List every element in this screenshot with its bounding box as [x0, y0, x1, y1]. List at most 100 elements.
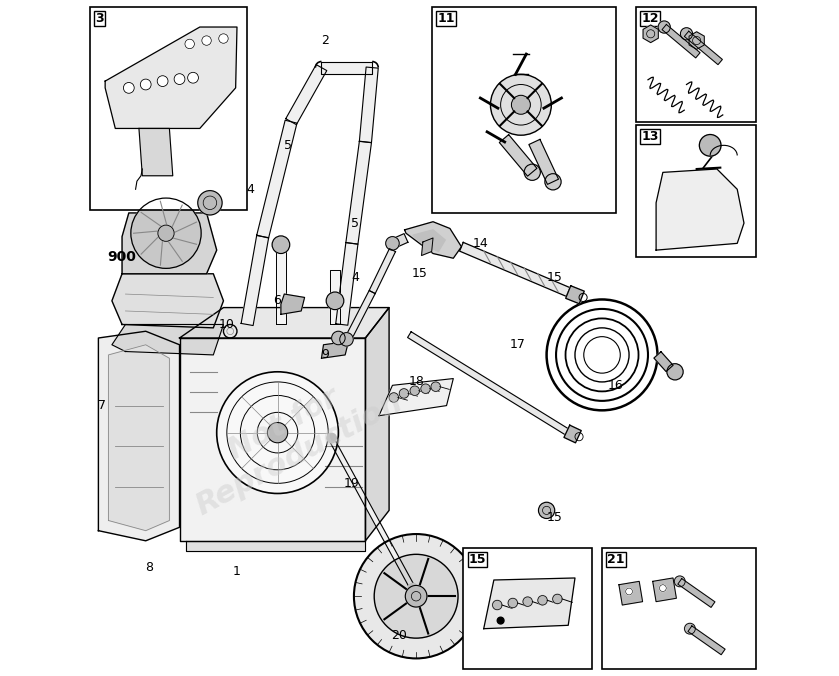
Polygon shape: [286, 65, 326, 124]
Bar: [636, 7, 756, 122]
Text: 3: 3: [95, 12, 104, 25]
Circle shape: [553, 594, 562, 604]
Bar: [463, 548, 591, 669]
Circle shape: [408, 583, 418, 593]
Circle shape: [272, 236, 289, 254]
Circle shape: [158, 225, 175, 241]
Circle shape: [410, 386, 420, 395]
Polygon shape: [180, 338, 366, 541]
Bar: [90, 7, 248, 210]
Polygon shape: [460, 243, 570, 296]
Circle shape: [268, 422, 288, 443]
Circle shape: [202, 36, 211, 45]
Polygon shape: [329, 438, 415, 589]
Circle shape: [216, 372, 338, 493]
Circle shape: [326, 292, 344, 310]
Circle shape: [131, 198, 201, 268]
Polygon shape: [656, 169, 744, 250]
Circle shape: [680, 28, 693, 40]
Polygon shape: [653, 578, 676, 602]
Text: 15: 15: [469, 553, 487, 566]
Text: 4: 4: [247, 183, 254, 196]
Polygon shape: [359, 67, 378, 143]
Polygon shape: [366, 308, 389, 541]
Circle shape: [140, 79, 151, 90]
Polygon shape: [331, 270, 340, 324]
Polygon shape: [619, 581, 643, 605]
Circle shape: [405, 585, 427, 607]
Circle shape: [675, 576, 685, 587]
Polygon shape: [565, 286, 584, 304]
Circle shape: [219, 34, 228, 43]
Circle shape: [512, 95, 530, 114]
Polygon shape: [139, 128, 173, 176]
Circle shape: [539, 502, 555, 518]
Polygon shape: [413, 230, 446, 251]
Polygon shape: [564, 425, 581, 443]
Polygon shape: [529, 139, 559, 185]
Circle shape: [185, 39, 195, 49]
Polygon shape: [346, 291, 375, 339]
Polygon shape: [688, 626, 725, 655]
Circle shape: [340, 333, 353, 346]
Polygon shape: [257, 120, 297, 238]
Circle shape: [198, 191, 222, 215]
Polygon shape: [180, 308, 389, 338]
Circle shape: [354, 534, 478, 658]
Text: 12: 12: [641, 12, 659, 25]
Text: 11: 11: [437, 12, 455, 25]
Text: 5: 5: [352, 216, 359, 230]
Circle shape: [658, 21, 670, 33]
Polygon shape: [408, 332, 570, 435]
Text: 2: 2: [321, 34, 329, 47]
Circle shape: [685, 623, 696, 634]
Circle shape: [421, 384, 430, 393]
Text: 1: 1: [233, 564, 241, 578]
Circle shape: [399, 389, 409, 398]
Text: 4: 4: [352, 270, 359, 284]
Circle shape: [386, 237, 399, 250]
Polygon shape: [392, 234, 408, 247]
Circle shape: [498, 617, 504, 624]
Text: 14: 14: [472, 237, 488, 250]
Circle shape: [659, 585, 666, 592]
Polygon shape: [404, 222, 461, 258]
Text: 17: 17: [509, 338, 525, 352]
Circle shape: [524, 164, 540, 180]
Circle shape: [538, 596, 547, 605]
Bar: [636, 125, 756, 257]
Circle shape: [123, 82, 134, 93]
Circle shape: [667, 364, 683, 380]
Polygon shape: [678, 579, 715, 608]
Polygon shape: [336, 243, 358, 325]
Text: 15: 15: [547, 270, 563, 284]
Text: 8: 8: [145, 561, 153, 575]
Circle shape: [431, 382, 440, 391]
Text: 15: 15: [412, 267, 427, 281]
Text: Not for
Reproduction: Not for Reproduction: [175, 358, 408, 521]
Polygon shape: [186, 541, 366, 551]
Polygon shape: [346, 141, 372, 244]
Polygon shape: [98, 331, 180, 541]
Circle shape: [700, 135, 721, 156]
Polygon shape: [321, 341, 348, 358]
Polygon shape: [369, 249, 395, 293]
Circle shape: [523, 597, 533, 606]
Circle shape: [626, 588, 633, 595]
Circle shape: [331, 331, 345, 345]
Text: 7: 7: [98, 399, 106, 412]
Text: 10: 10: [219, 318, 235, 331]
Circle shape: [545, 174, 561, 190]
Circle shape: [492, 600, 502, 610]
Polygon shape: [105, 27, 237, 128]
Polygon shape: [421, 238, 433, 256]
Circle shape: [374, 554, 458, 638]
Circle shape: [508, 598, 518, 608]
Bar: [432, 7, 616, 213]
Text: 5: 5: [284, 139, 292, 152]
Text: 20: 20: [391, 629, 407, 642]
Polygon shape: [499, 135, 537, 176]
Polygon shape: [484, 578, 575, 629]
Circle shape: [389, 393, 399, 402]
Text: 15: 15: [547, 510, 563, 524]
